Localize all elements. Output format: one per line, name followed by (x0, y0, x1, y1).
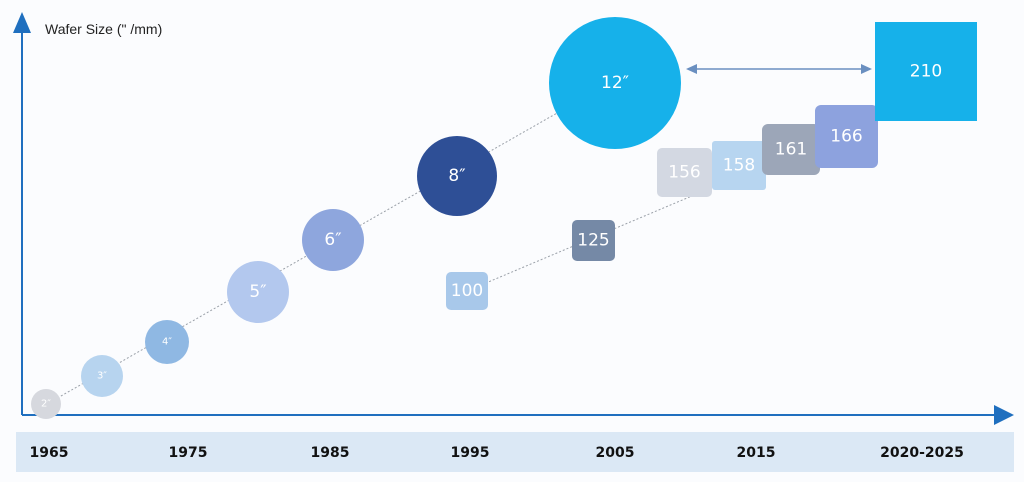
x-tick-labels: 1965 1975 1985 1995 2005 2015 2020-2025 (30, 445, 964, 461)
comparison-arrow-right-icon (861, 64, 872, 74)
circle-label: 3″ (97, 371, 107, 382)
square-label: 100 (451, 281, 483, 301)
square-mark (875, 22, 977, 121)
y-axis-label: Wafer Size (" /mm) (45, 21, 162, 37)
square-mark (762, 124, 820, 175)
circle-label: 8″ (448, 166, 465, 186)
circle-mark (227, 261, 289, 323)
timeline-band (16, 432, 1014, 472)
x-tick-label: 1965 (30, 445, 69, 461)
square-label: 125 (577, 231, 609, 251)
square-mark (657, 148, 712, 197)
circle-mark (31, 389, 61, 419)
x-axis-arrow-icon (994, 405, 1014, 425)
circle-mark (417, 136, 497, 216)
circle-label: 6″ (324, 230, 341, 250)
square-label: 158 (723, 156, 755, 176)
circle-label: 12″ (601, 73, 629, 93)
comparison-arrow-left-icon (686, 64, 697, 74)
square-mark (815, 105, 878, 168)
square-label: 156 (668, 163, 700, 183)
circle-mark (549, 17, 681, 149)
circle-trend-line (46, 79, 616, 405)
x-tick-label: 2005 (596, 445, 635, 461)
x-tick-label: 1975 (169, 445, 208, 461)
circle-mark (81, 355, 123, 397)
circle-label: 2″ (41, 399, 51, 410)
square-mark (446, 272, 488, 310)
x-tick-label: 2020-2025 (880, 445, 964, 461)
square-label: 161 (775, 140, 807, 160)
circle-label: 5″ (249, 282, 266, 302)
x-tick-label: 1985 (311, 445, 350, 461)
square-label: 166 (830, 127, 862, 147)
y-axis-arrow-icon (13, 12, 31, 33)
marks-layer: 2″ 3″ 4″ 5″ 6″ 8″ 12″ 100 125 156 158 161 166 210 (31, 17, 977, 419)
x-tick-label: 2015 (737, 445, 776, 461)
square-mark (572, 220, 615, 261)
square-mark (712, 141, 766, 190)
circle-label: 4″ (162, 337, 172, 348)
circle-mark (302, 209, 364, 271)
circle-mark (145, 320, 189, 364)
square-label: 210 (910, 62, 942, 82)
x-tick-label: 1995 (451, 445, 490, 461)
